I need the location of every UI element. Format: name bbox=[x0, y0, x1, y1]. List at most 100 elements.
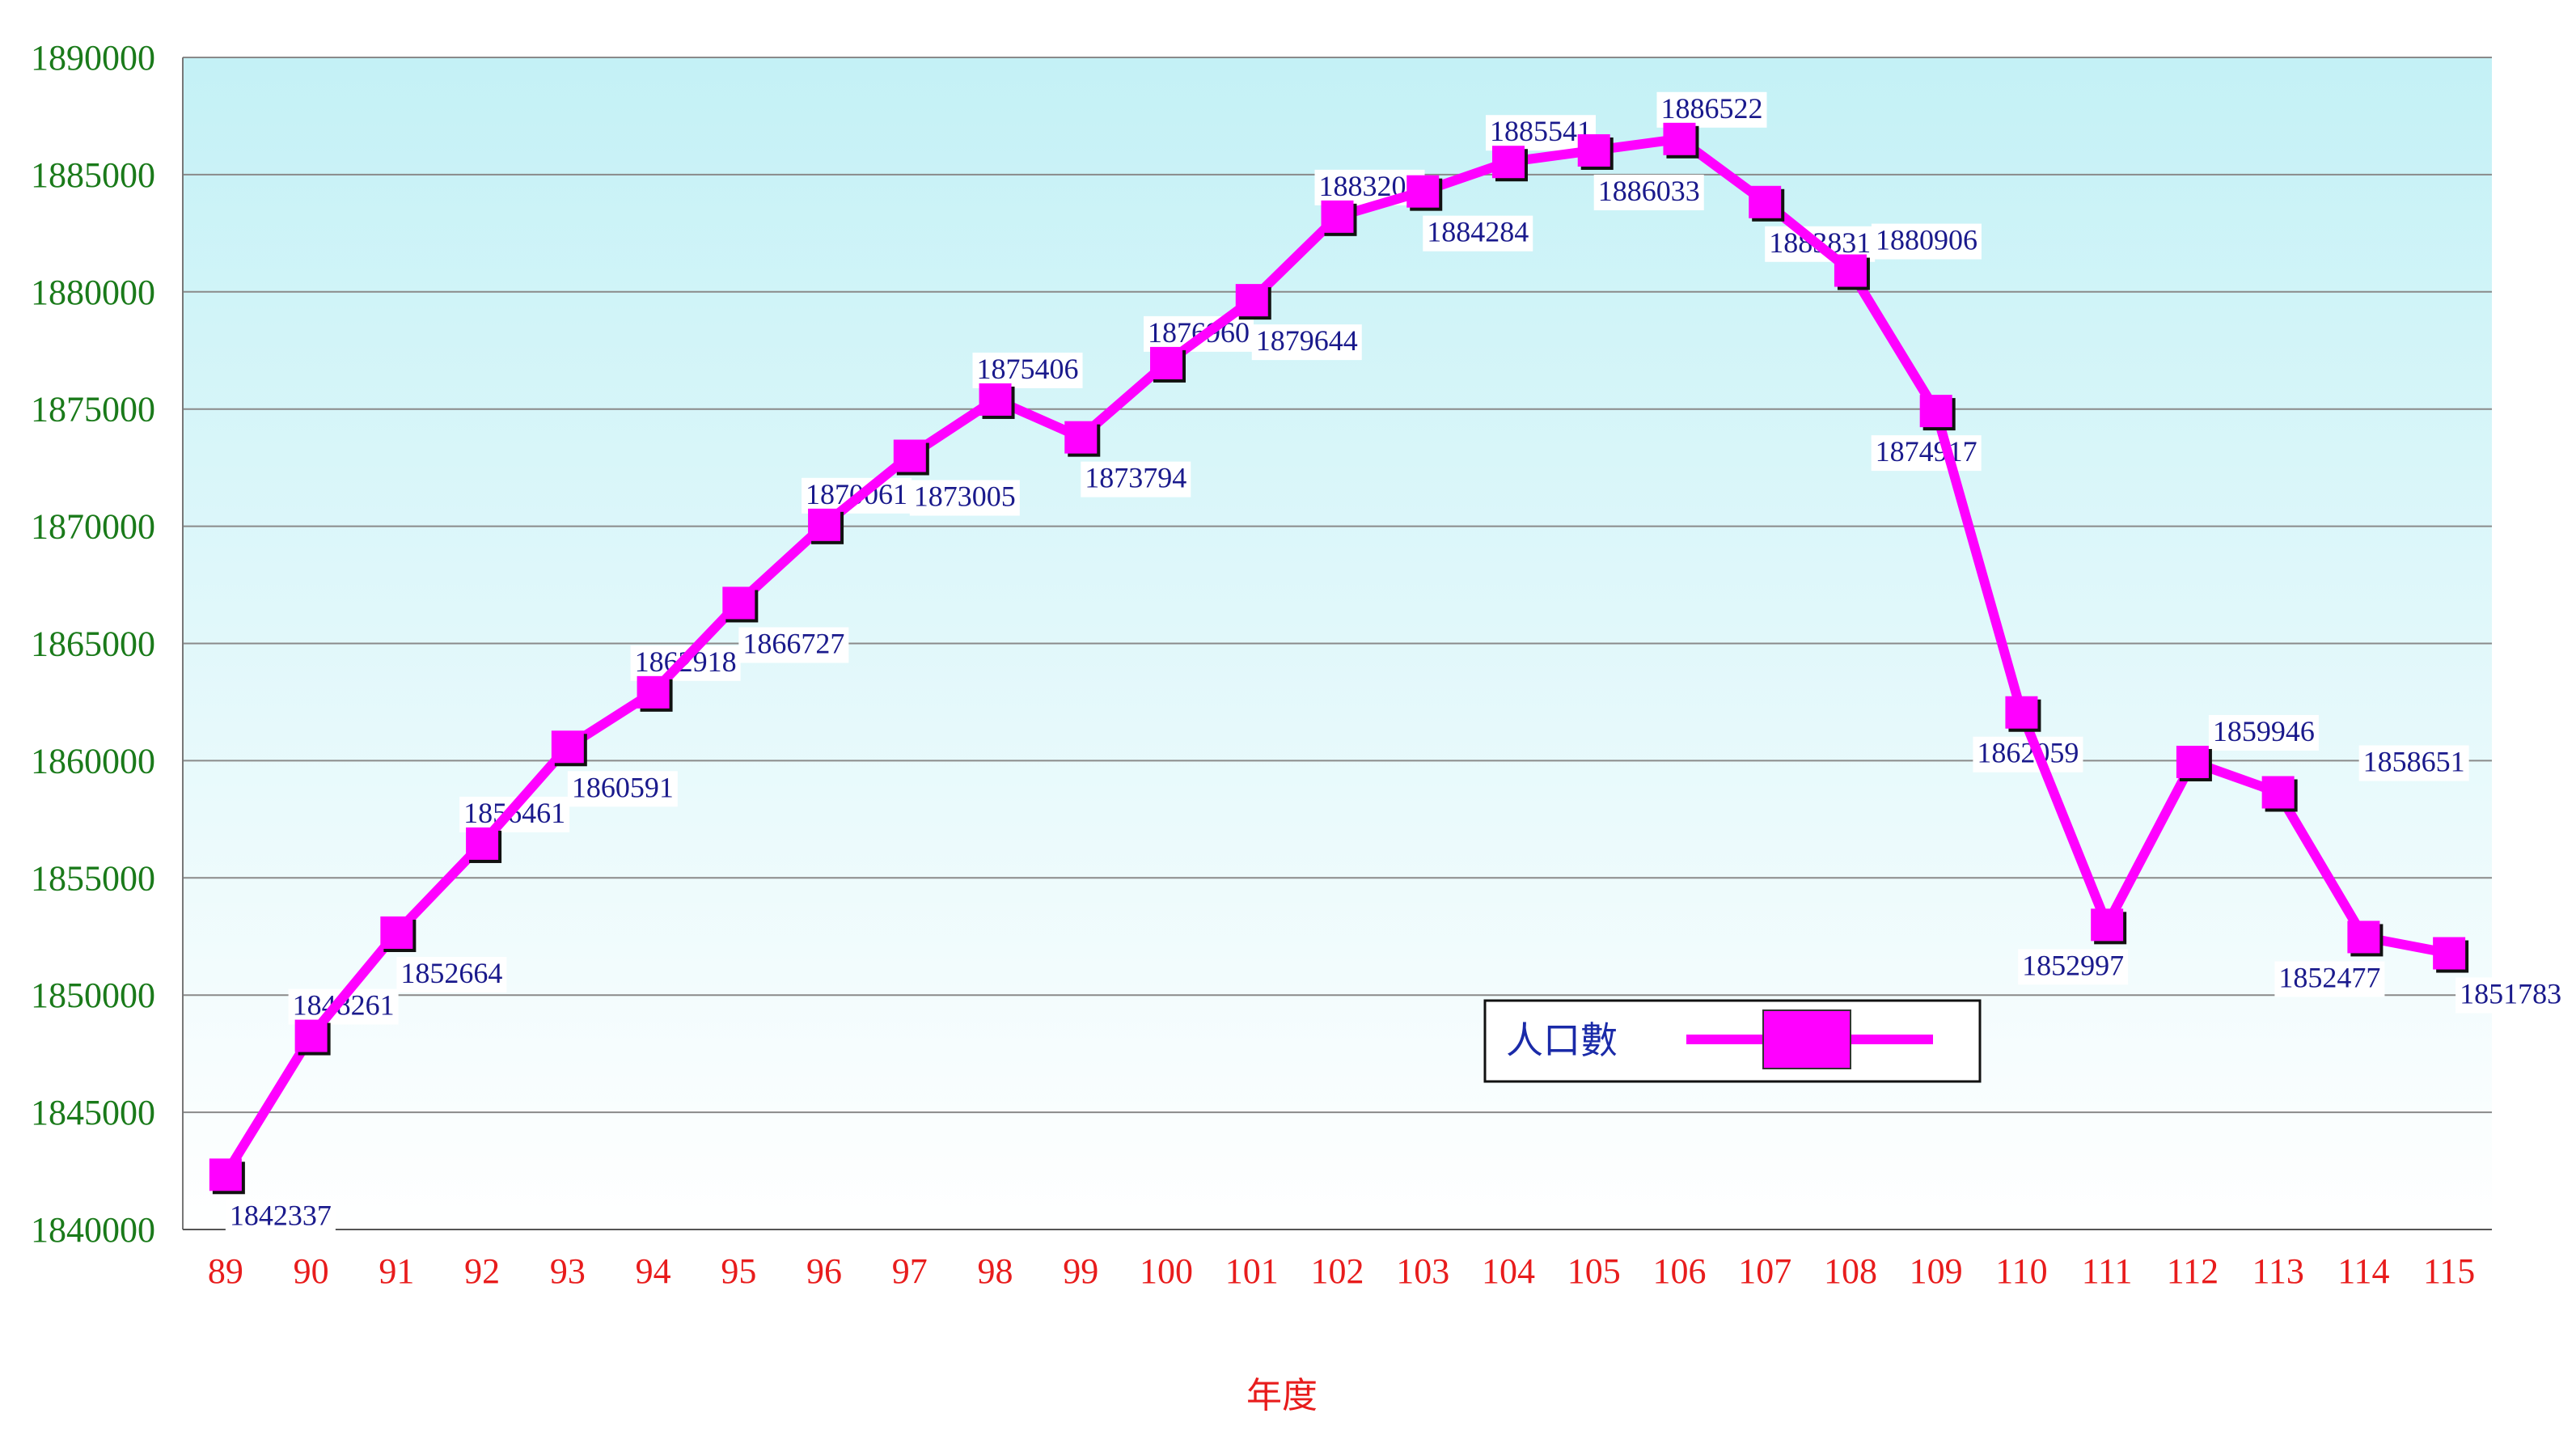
x-tick-label: 106 bbox=[1652, 1251, 1706, 1291]
x-tick-label: 101 bbox=[1225, 1251, 1279, 1291]
svg-text:1886033: 1886033 bbox=[1598, 175, 1700, 207]
y-tick-label: 1890000 bbox=[31, 38, 155, 78]
data-markers bbox=[209, 122, 2469, 1195]
y-tick-label: 1855000 bbox=[31, 858, 155, 898]
data-label: 1851783 bbox=[2455, 977, 2566, 1014]
data-label: 1862059 bbox=[1973, 736, 2083, 772]
x-tick-label: 115 bbox=[2423, 1251, 2475, 1291]
svg-text:1880906: 1880906 bbox=[1876, 224, 1977, 256]
data-label: 1880906 bbox=[1871, 223, 1982, 260]
x-tick-label: 93 bbox=[550, 1251, 586, 1291]
x-tick-label: 114 bbox=[2337, 1251, 2389, 1291]
data-point-marker bbox=[1663, 122, 1699, 159]
data-label: 1886033 bbox=[1593, 174, 1704, 210]
y-tick-label: 1870000 bbox=[31, 507, 155, 547]
svg-text:1873005: 1873005 bbox=[914, 480, 1016, 513]
y-tick-label: 1880000 bbox=[31, 273, 155, 312]
data-label: 1885541 bbox=[1485, 115, 1596, 151]
svg-text:1874917: 1874917 bbox=[1876, 435, 1977, 468]
data-point-marker bbox=[1749, 185, 1785, 222]
data-label: 1866727 bbox=[738, 627, 849, 663]
legend-label: 人口數 bbox=[1506, 1018, 1618, 1062]
data-label: 1848261 bbox=[288, 988, 399, 1025]
x-tick-label: 102 bbox=[1311, 1251, 1364, 1291]
x-tick-label: 107 bbox=[1738, 1251, 1791, 1291]
data-point-marker bbox=[1064, 421, 1101, 457]
x-tick-label: 113 bbox=[2252, 1251, 2303, 1291]
data-label: 1873005 bbox=[909, 480, 1020, 516]
x-tick-label: 91 bbox=[379, 1251, 414, 1291]
svg-text:1852664: 1852664 bbox=[400, 957, 502, 989]
x-tick-label: 94 bbox=[636, 1251, 671, 1291]
svg-text:1860591: 1860591 bbox=[572, 771, 674, 803]
x-tick-label: 103 bbox=[1396, 1251, 1449, 1291]
x-tick-label: 92 bbox=[464, 1251, 500, 1291]
x-tick-label: 98 bbox=[978, 1251, 1013, 1291]
data-label: 1886522 bbox=[1656, 92, 1767, 128]
svg-text:1852477: 1852477 bbox=[2278, 961, 2380, 993]
x-tick-label: 99 bbox=[1063, 1251, 1098, 1291]
data-label: 1859946 bbox=[2208, 714, 2319, 751]
x-tick-label: 97 bbox=[892, 1251, 928, 1291]
x-tick-label: 112 bbox=[2167, 1251, 2219, 1291]
data-point-marker bbox=[2261, 776, 2298, 812]
data-point-marker bbox=[722, 586, 759, 623]
y-tick-labels: 1840000 1845000 1850000 1855000 1860000 18650… bbox=[31, 38, 155, 1250]
data-point-marker bbox=[1491, 146, 1528, 182]
y-tick-label: 1850000 bbox=[31, 976, 155, 1015]
svg-text:1884284: 1884284 bbox=[1427, 216, 1529, 248]
data-point-marker bbox=[2005, 696, 2041, 732]
y-tick-label: 1885000 bbox=[31, 155, 155, 195]
x-axis-label: 年度 bbox=[1246, 1375, 1318, 1416]
svg-text:1862059: 1862059 bbox=[1977, 737, 2079, 769]
data-label: 1852664 bbox=[396, 956, 507, 992]
svg-text:1858651: 1858651 bbox=[2363, 745, 2465, 777]
data-label: 1852477 bbox=[2274, 961, 2385, 997]
x-tick-label: 105 bbox=[1567, 1251, 1621, 1291]
x-tick-label: 109 bbox=[1910, 1251, 1963, 1291]
x-tick-label: 96 bbox=[806, 1251, 842, 1291]
data-label: 1883208 bbox=[1314, 169, 1425, 205]
y-tick-label: 1860000 bbox=[31, 741, 155, 781]
data-point-marker bbox=[637, 675, 673, 712]
data-point-marker bbox=[380, 916, 417, 952]
data-point-marker bbox=[551, 730, 587, 767]
data-label: 1874917 bbox=[1871, 435, 1982, 472]
data-point-marker bbox=[1406, 175, 1443, 211]
y-tick-label: 1845000 bbox=[31, 1093, 155, 1132]
data-point-marker bbox=[2347, 921, 2384, 957]
svg-text:1875406: 1875406 bbox=[977, 353, 1079, 385]
data-point-marker bbox=[1834, 254, 1870, 290]
y-tick-label: 1840000 bbox=[31, 1210, 155, 1250]
data-label: 1842337 bbox=[225, 1199, 336, 1235]
x-tick-labels: 89 90 91 92 93 94 95 96 97 98 99 100 101 102 103 104 105… bbox=[208, 1251, 2475, 1291]
data-label: 1879644 bbox=[1251, 324, 1362, 361]
data-labels: 1842337184826118526641856461186059118629… bbox=[225, 92, 2566, 1235]
grid-lines bbox=[183, 57, 2492, 1114]
x-tick-label: 111 bbox=[2082, 1251, 2133, 1291]
legend-marker-swatch bbox=[1762, 1009, 1851, 1069]
data-point-marker bbox=[1235, 284, 1271, 320]
data-point-marker bbox=[294, 1019, 331, 1056]
data-label: 1852997 bbox=[2018, 949, 2129, 985]
data-label: 1858651 bbox=[2358, 745, 2469, 781]
svg-text:1859946: 1859946 bbox=[2213, 715, 2315, 747]
svg-text:1866727: 1866727 bbox=[742, 627, 844, 659]
svg-text:1873794: 1873794 bbox=[1085, 462, 1186, 494]
data-label: 1873794 bbox=[1081, 461, 1191, 497]
data-point-marker bbox=[1150, 346, 1186, 383]
data-label: 1884284 bbox=[1423, 215, 1533, 252]
x-tick-label: 90 bbox=[294, 1251, 329, 1291]
data-point-marker bbox=[1321, 200, 1357, 236]
data-point-marker bbox=[979, 383, 1015, 419]
data-point-marker bbox=[1577, 133, 1614, 170]
x-tick-label: 110 bbox=[1995, 1251, 2047, 1291]
svg-text:1886522: 1886522 bbox=[1660, 92, 1762, 125]
svg-text:1842337: 1842337 bbox=[230, 1199, 332, 1231]
data-point-marker bbox=[466, 827, 502, 863]
x-tick-label: 100 bbox=[1140, 1251, 1193, 1291]
data-point-marker bbox=[2433, 937, 2469, 973]
data-point-marker bbox=[808, 508, 844, 544]
svg-text:1879644: 1879644 bbox=[1256, 324, 1358, 357]
